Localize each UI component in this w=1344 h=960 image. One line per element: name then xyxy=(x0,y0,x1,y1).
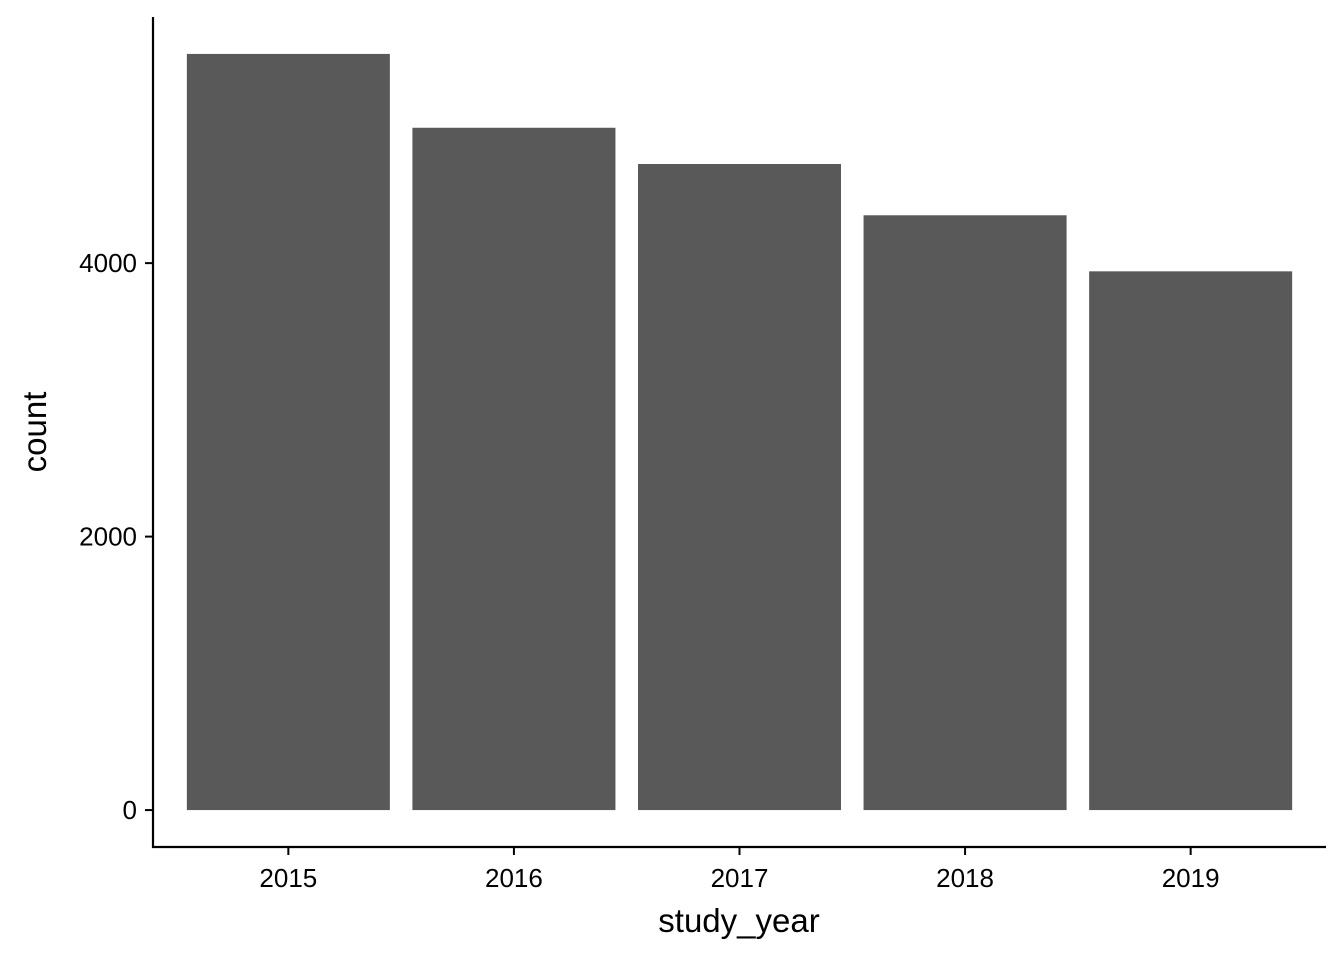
x-tick-label: 2018 xyxy=(936,863,994,893)
x-tick-label: 2019 xyxy=(1162,863,1220,893)
bar-2017 xyxy=(637,163,842,811)
y-ticks: 0 2000 4000 xyxy=(79,248,153,825)
bar-2016 xyxy=(412,127,616,811)
y-tick-label: 2000 xyxy=(79,522,137,552)
x-tick-label: 2016 xyxy=(485,863,543,893)
bar-2019 xyxy=(1089,271,1293,811)
y-axis-title: count xyxy=(16,392,53,473)
bar-2018 xyxy=(863,215,1067,811)
y-tick-label: 4000 xyxy=(79,248,137,278)
bars xyxy=(186,53,1293,811)
bar-2015 xyxy=(186,53,390,811)
x-tick-label: 2017 xyxy=(711,863,769,893)
x-tick-label: 2015 xyxy=(259,863,317,893)
y-tick-label: 0 xyxy=(123,795,137,825)
x-axis-title: study_year xyxy=(658,902,819,939)
x-ticks: 2015 2016 2017 2018 2019 xyxy=(259,847,1220,893)
